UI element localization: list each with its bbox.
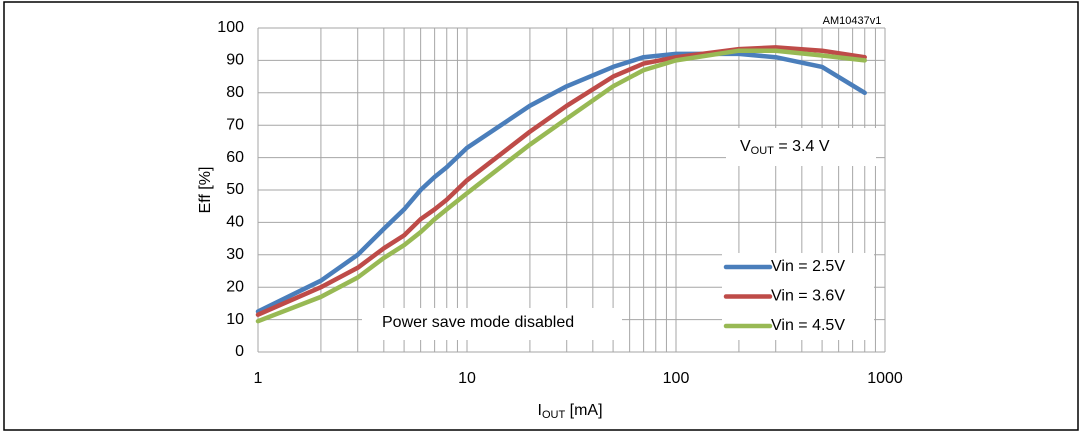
legend-label: Vin = 4.5V — [771, 317, 845, 334]
x-axis-label: IOUT [mA] — [537, 402, 602, 421]
legend-label: Vin = 2.5V — [771, 258, 845, 275]
figure-id: AM10437v1 — [823, 15, 882, 27]
labels: AM10437v1 Eff [%] IOUT [mA] VOUT = 3.4 V… — [197, 15, 903, 421]
y-tick-label: 100 — [217, 19, 244, 36]
lines — [255, 45, 867, 324]
y-tick-label: 60 — [226, 149, 244, 166]
x-tick-label: 100 — [663, 370, 690, 387]
vout-box — [726, 128, 876, 166]
legend-label: Vin = 3.6V — [771, 288, 845, 305]
vout-note: VOUT = 3.4 V — [740, 138, 830, 157]
x-tick-label: 1000 — [867, 370, 903, 387]
vout-main: V — [740, 138, 751, 155]
x-label-main: I — [537, 402, 541, 419]
vout-sub: OUT — [751, 145, 775, 157]
vout-value: = 3.4 V — [774, 138, 830, 155]
y-tick-label: 80 — [226, 84, 244, 101]
y-tick-label: 10 — [226, 311, 244, 328]
y-tick-label: 40 — [226, 214, 244, 231]
mode-note: Power save mode disabled — [382, 314, 574, 331]
frame — [3, 1, 1079, 431]
x-tick-label: 10 — [458, 370, 476, 387]
x-tick-label: 1 — [254, 370, 263, 387]
y-tick-label: 20 — [226, 278, 244, 295]
y-axis-label: Eff [%] — [197, 167, 214, 214]
x-label-sub: OUT — [542, 409, 566, 421]
y-tick-label: 50 — [226, 181, 244, 198]
y-tick-label: 30 — [226, 246, 244, 263]
y-tick-label: 0 — [235, 343, 244, 360]
series-line — [255, 51, 867, 314]
series-line — [255, 48, 867, 324]
x-label-unit: [mA] — [565, 402, 602, 419]
y-tick-label: 90 — [226, 52, 244, 69]
y-tick-label: 70 — [226, 116, 244, 133]
mode-box — [362, 308, 622, 340]
